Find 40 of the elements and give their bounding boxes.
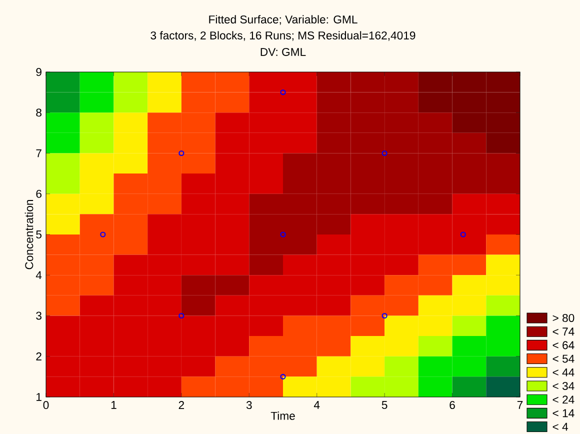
y-tick-label: 8 <box>36 108 42 117</box>
color-bar-label: < 4 <box>552 422 568 431</box>
y-tick-label: 3 <box>36 312 42 320</box>
color-bar-label: < 14 <box>552 409 574 418</box>
x-tick-label: 0 <box>43 401 49 410</box>
point <box>280 374 286 380</box>
y-tick-label: 7 <box>36 149 42 158</box>
y-tick-label: 1 <box>36 393 42 401</box>
x-tick-label: 7 <box>517 401 523 409</box>
y-tick-label: 2 <box>36 352 42 360</box>
x-tick-label: 1 <box>111 401 116 409</box>
color-bar-label: < 24 <box>552 396 574 404</box>
x-tick-label: 3 <box>246 401 252 410</box>
point <box>382 150 388 156</box>
point <box>382 312 388 319</box>
point <box>178 150 184 156</box>
point <box>100 232 106 238</box>
y-tick-label: 9 <box>36 68 42 76</box>
color-bar-label: < 34 <box>552 382 574 390</box>
color-bar-label: < 74 <box>552 328 574 336</box>
x-tick-label: 2 <box>178 401 184 409</box>
point <box>280 232 286 238</box>
point <box>178 312 184 319</box>
color-bar-label: < 64 <box>552 341 574 350</box>
chart-subtitle: 3 factors, 2 Blocks, 16 Runs; MS Residual=162,4019 <box>150 31 416 41</box>
y-tick-label: 4 <box>36 271 42 280</box>
point <box>280 89 286 96</box>
x-axis-title: Time <box>270 412 295 420</box>
y-tick-label: 6 <box>36 190 42 198</box>
text: DV: GML <box>260 48 306 56</box>
chart-title: Fitted Surface; Variable: GML <box>209 15 358 25</box>
x-tick-label: 4 <box>314 401 320 409</box>
y-tick-label: 5 <box>36 230 42 238</box>
x-tick-label: 5 <box>382 401 388 409</box>
color-bar-label: < 44 <box>552 368 574 376</box>
color-bar-label: < 54 <box>552 354 574 363</box>
x-tick-label: 6 <box>450 401 455 410</box>
point <box>460 232 466 238</box>
color-bar-label: > 80 <box>552 314 574 322</box>
y-axis-title: Concentration <box>24 200 34 270</box>
